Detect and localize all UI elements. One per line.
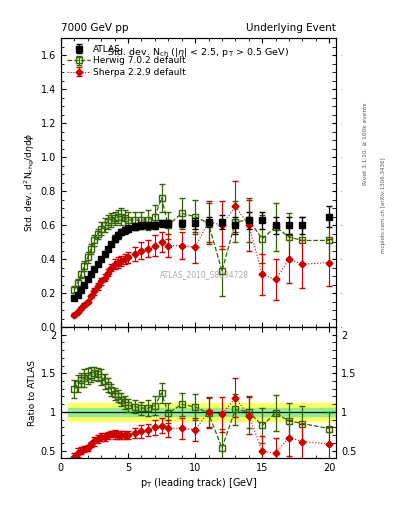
X-axis label: p$_{\rm T}$ (leading track) [GeV]: p$_{\rm T}$ (leading track) [GeV] <box>140 476 257 490</box>
Y-axis label: Ratio to ATLAS: Ratio to ATLAS <box>28 359 37 425</box>
Text: mcplots.cern.ch [arXiv:1306.3436]: mcplots.cern.ch [arXiv:1306.3436] <box>381 157 386 252</box>
Text: Underlying Event: Underlying Event <box>246 23 336 33</box>
Text: Rivet 3.1.10, ≥ 100k events: Rivet 3.1.10, ≥ 100k events <box>363 102 368 185</box>
Text: Std. dev. N$_{\rm ch}$ ($|\eta|$ < 2.5, p$_{\rm T}$ > 0.5 GeV): Std. dev. N$_{\rm ch}$ ($|\eta|$ < 2.5, … <box>107 46 290 58</box>
Text: 7000 GeV pp: 7000 GeV pp <box>61 23 129 33</box>
Legend: ATLAS, Herwig 7.0.2 default, Sherpa 2.2.9 default: ATLAS, Herwig 7.0.2 default, Sherpa 2.2.… <box>65 43 188 79</box>
Y-axis label: Std. dev. d$^{2}$N$_{\rm chg}$/d$\eta$d$\phi$: Std. dev. d$^{2}$N$_{\rm chg}$/d$\eta$d$… <box>22 133 37 232</box>
Text: ATLAS_2010_S8894728: ATLAS_2010_S8894728 <box>160 270 248 280</box>
